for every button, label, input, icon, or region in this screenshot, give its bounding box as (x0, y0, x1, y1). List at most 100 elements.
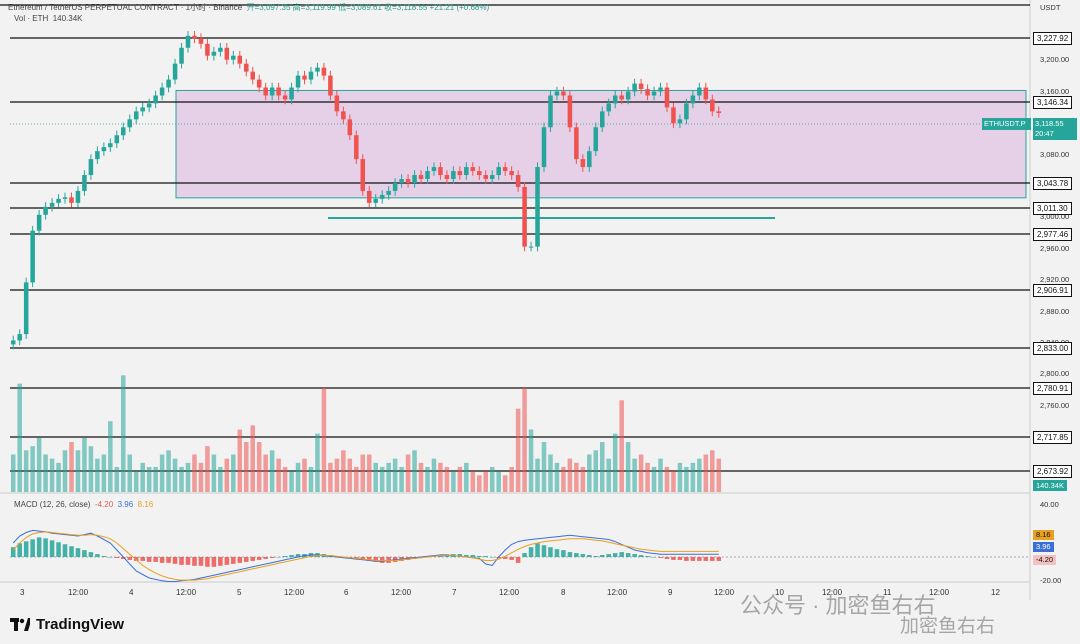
volume-bar (289, 471, 294, 492)
volume-bar (250, 425, 255, 492)
candle-body (75, 190, 81, 203)
candle-body (697, 87, 702, 96)
volume-bar (30, 446, 35, 492)
macd-hist-bar (36, 537, 42, 557)
macd-hist-bar (483, 556, 489, 557)
macd-hist-bar (509, 557, 514, 560)
volume-bar (710, 450, 715, 492)
time-label: 12:00 (499, 588, 520, 597)
volume-bar (133, 471, 139, 492)
price-pane (0, 0, 1030, 493)
macd-hist-bar (75, 548, 81, 557)
candle-body (153, 95, 158, 104)
volume-bar (146, 467, 152, 492)
macd-hist-bar (146, 557, 152, 562)
candle-body (379, 194, 385, 199)
candle-body (82, 175, 87, 191)
level-tag: 3,146.34 (1033, 96, 1073, 109)
volume-bar (438, 462, 443, 492)
level-tag: 2,717.85 (1033, 431, 1073, 444)
volume-bar (263, 454, 268, 492)
price-axis-label: 2,880.00 (1040, 307, 1070, 316)
macd-hist-bar (515, 557, 521, 563)
candle-body (69, 197, 74, 203)
macd-hist-bar (587, 555, 592, 557)
bar-countdown: 20:47 (1035, 129, 1054, 138)
volume-bar (489, 467, 495, 492)
candle-body (179, 47, 184, 64)
current-price-flag: ETHUSDT.P (982, 118, 1031, 130)
macd-hist-bar (289, 555, 294, 557)
candle-body (88, 159, 94, 176)
time-label: 7 (452, 588, 457, 597)
macd-hist-bar (548, 547, 553, 557)
macd-hist-bar (218, 557, 223, 566)
volume-bar (548, 454, 553, 492)
candle-body (625, 91, 631, 100)
candle-body (444, 175, 450, 179)
symbol-title: Ethereum / TetherUS PERPETUAL CONTRACT ·… (8, 3, 243, 12)
macd-hist-bar (256, 557, 262, 560)
candle-body (127, 119, 133, 128)
macd-axis-label: -20.00 (1040, 576, 1062, 585)
volume-bar (366, 454, 372, 492)
tradingview-logo[interactable]: TradingView (10, 616, 124, 633)
macd-hist-bar (95, 554, 100, 557)
volume-bar (502, 475, 508, 492)
macd-line-value: 3.96 (117, 500, 134, 509)
macd-hist-bar (211, 557, 217, 567)
candle-body (114, 135, 120, 144)
candle-body (250, 71, 255, 80)
candle-body (502, 167, 508, 172)
candle-body (224, 47, 230, 60)
candle-body (231, 55, 236, 60)
macd-hist-bar (250, 557, 255, 561)
candle-body (185, 35, 191, 48)
volume-bar (632, 458, 637, 492)
candle-body (295, 75, 301, 88)
macd-signal-tag: 8.16 (1033, 530, 1054, 540)
candle-body (645, 89, 650, 96)
candle-body (243, 63, 249, 72)
macd-hist-bar (282, 556, 288, 557)
volume-bar (88, 446, 94, 492)
macd-hist-bar (114, 557, 120, 558)
volume-bar (451, 471, 456, 492)
candle-body (108, 143, 113, 148)
volume-bar (328, 462, 333, 492)
candle-body (166, 79, 171, 88)
candle-body (360, 159, 366, 191)
volume-bar (697, 458, 702, 492)
candle-body (690, 95, 696, 104)
macd-hist-bar (276, 557, 281, 558)
macd-hist-bar (237, 557, 243, 563)
time-label: 12:00 (176, 588, 197, 597)
candle-body (315, 67, 320, 72)
volume-bar (108, 421, 113, 492)
volume-bar (580, 467, 586, 492)
candle-body (386, 190, 391, 195)
macd-hist-value: -4.20 (94, 500, 114, 509)
macd-hist-bar (127, 557, 133, 560)
current-symbol: ETHUSDT.P (984, 119, 1026, 128)
signal-line (12, 531, 719, 581)
volume-bar (574, 462, 579, 492)
volume-bar (302, 458, 307, 492)
candle-body (658, 87, 663, 92)
candle-body (146, 103, 152, 108)
candle-body (308, 71, 314, 80)
candle-body (218, 47, 223, 52)
candle-body (269, 87, 275, 96)
volume-bar (703, 454, 709, 492)
volume-bar (153, 467, 158, 492)
volume-bar (36, 437, 42, 492)
candle-body (464, 167, 469, 176)
candle-body (580, 159, 586, 168)
candle-body (95, 151, 100, 160)
macd-hist-bar (690, 557, 696, 561)
volume-bar (121, 375, 126, 492)
candle-body (561, 91, 566, 96)
current-price: 3,118.55 (1035, 119, 1064, 128)
candle-body (509, 171, 514, 176)
